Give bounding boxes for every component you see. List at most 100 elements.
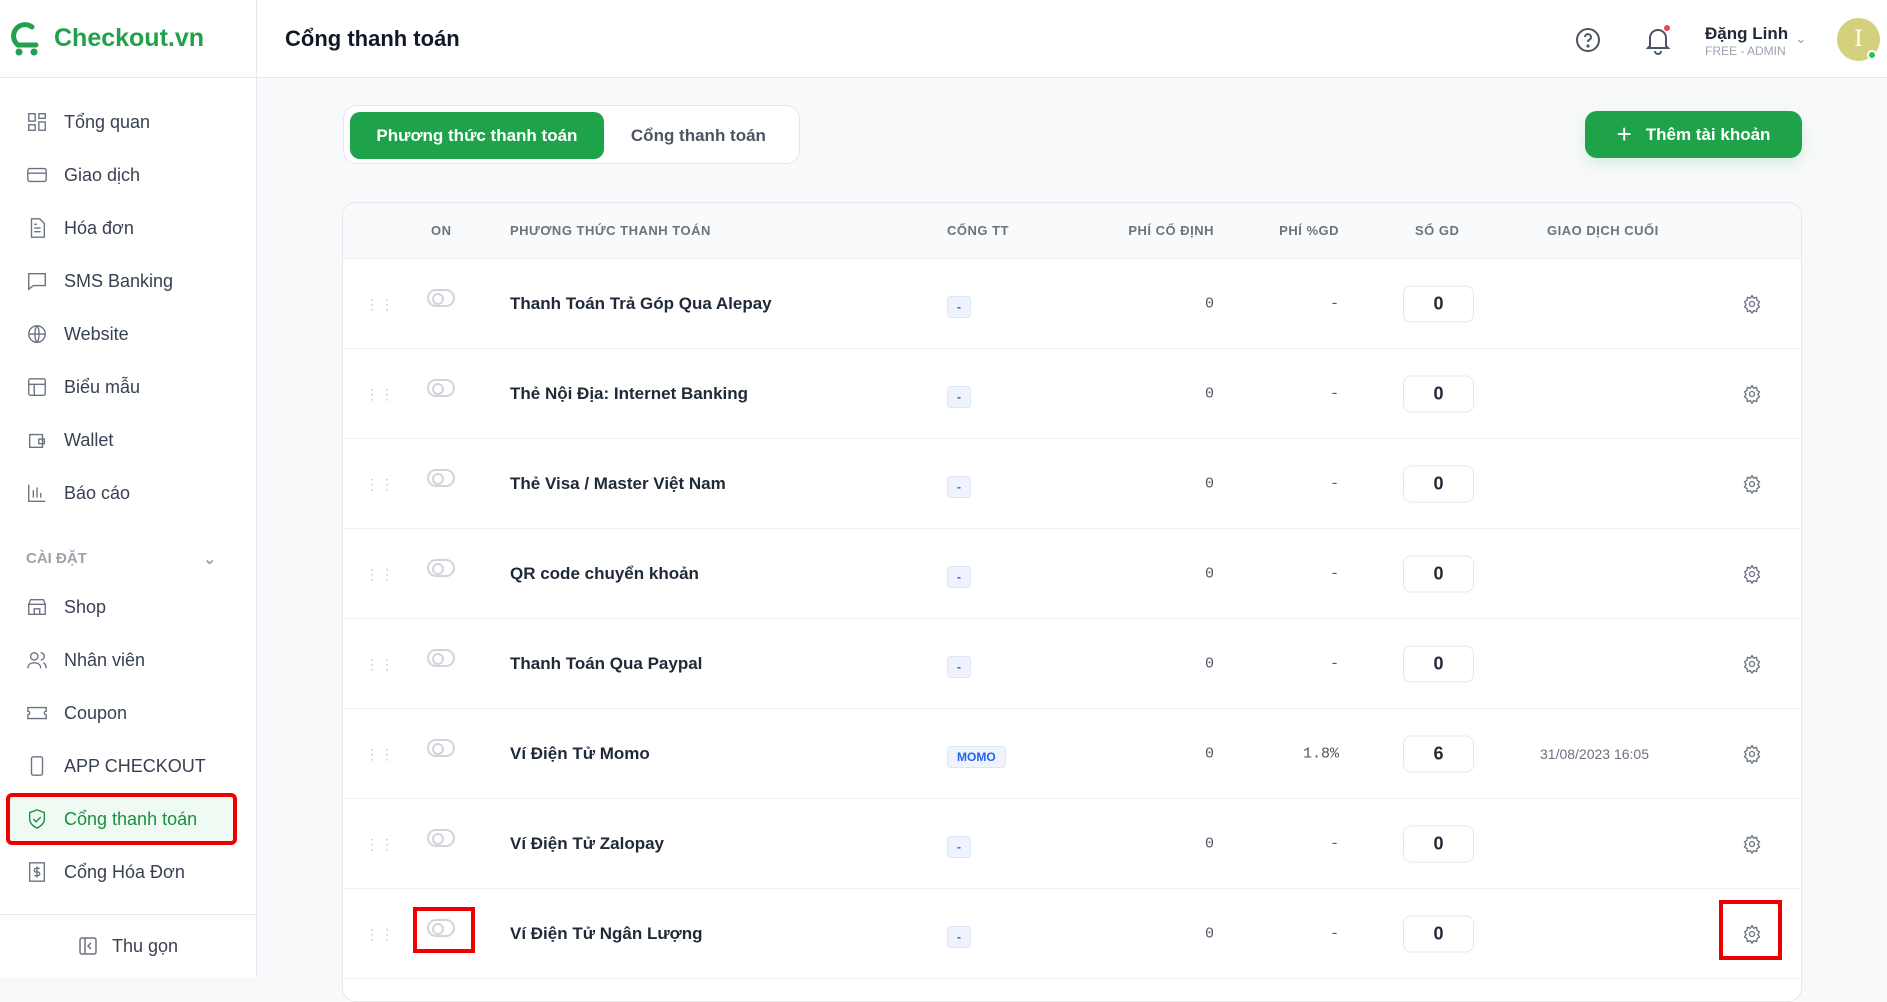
transaction-count: 0 [1403, 465, 1474, 502]
enable-toggle[interactable] [427, 558, 455, 577]
sidebar-collapse-icon [79, 937, 97, 955]
settings-gear-icon[interactable] [1742, 653, 1762, 674]
sidebar-item-nhan-vien[interactable]: Nhân viên [8, 636, 235, 684]
sidebar-item-cong-hoa-don[interactable]: Cổng Hóa Đơn [8, 848, 235, 896]
settings-section-header[interactable]: CÀI ĐẶT ⌄ [26, 550, 216, 568]
table-row: ⋮⋮ Ví Điện Tử Zalopay - 0 - 0 [343, 799, 1801, 889]
percent-fee: - [1329, 295, 1339, 312]
settings-gear-icon[interactable] [1742, 563, 1762, 584]
enable-toggle[interactable] [427, 468, 455, 487]
method-name: Ví Điện Tử Momo [510, 743, 650, 763]
sidebar-item-website[interactable]: Website [8, 310, 235, 358]
method-name: Ví Điện Tử Zalopay [510, 833, 665, 853]
receipt-dollar-icon [28, 862, 46, 882]
drag-handle-icon[interactable]: ⋮⋮ [365, 475, 395, 492]
percent-fee: - [1329, 565, 1339, 582]
notification-bell-icon[interactable] [1645, 25, 1671, 55]
tab-payment-gateways[interactable]: Cổng thanh toán [630, 125, 766, 145]
chevron-down-icon[interactable]: ⌄ [1795, 30, 1807, 46]
sidebar-item-label: Báo cáo [64, 482, 131, 503]
settings-gear-icon[interactable] [1742, 923, 1762, 944]
transaction-count: 6 [1403, 735, 1474, 772]
sidebar-item-label: Cổng Hóa Đơn [64, 861, 185, 882]
sidebar-item-bao-cao[interactable]: Báo cáo [8, 469, 235, 517]
sidebar-item-shop[interactable]: Shop [8, 583, 235, 631]
col-on: ON [431, 223, 452, 238]
sidebar-item-coupon[interactable]: Coupon [8, 689, 235, 737]
transaction-count: 0 [1403, 555, 1474, 592]
sidebar-item-label: Coupon [64, 702, 128, 723]
collapse-button[interactable]: Thu gọn [0, 914, 256, 977]
sidebar-item-app-checkout[interactable]: APP CHECKOUT [8, 742, 235, 790]
fixed-fee: 0 [1204, 565, 1214, 582]
settings-gear-icon[interactable] [1742, 383, 1762, 404]
sidebar-item-label: SMS Banking [64, 270, 174, 291]
gateway-badge: - [947, 385, 971, 408]
drag-handle-icon[interactable]: ⋮⋮ [365, 925, 395, 942]
settings-gear-icon[interactable] [1742, 833, 1762, 854]
tab-payment-methods[interactable]: Phương thức thanh toán [350, 112, 604, 159]
enable-toggle[interactable] [427, 648, 455, 667]
credit-card-icon [27, 167, 47, 183]
layout-icon [28, 378, 46, 396]
sidebar-item-giao-dich[interactable]: Giao dịch [8, 151, 235, 199]
settings-gear-icon[interactable] [1742, 473, 1762, 494]
enable-toggle[interactable] [427, 738, 455, 757]
col-method: PHƯƠNG THỨC THANH TOÁN [510, 223, 711, 238]
section-label: CÀI ĐẶT [26, 550, 87, 567]
chevron-down-icon: ⌄ [203, 551, 216, 568]
percent-fee: - [1329, 835, 1339, 852]
bar-chart-icon [28, 484, 46, 502]
transaction-count: 0 [1403, 915, 1474, 952]
user-name: Đặng Linh [1705, 24, 1789, 43]
sidebar-item-bieu-mau[interactable]: Biểu mẫu [8, 363, 235, 411]
grid-icon [28, 113, 46, 131]
sidebar-item-wallet[interactable]: Wallet [8, 416, 235, 464]
method-name: Thẻ Nội Địa: Internet Banking [510, 383, 749, 403]
fixed-fee: 0 [1204, 655, 1214, 672]
sidebar-item-tong-quan[interactable]: Tổng quan [8, 98, 235, 146]
settings-gear-icon[interactable] [1742, 293, 1762, 314]
ticket-icon [27, 706, 47, 720]
sidebar-item-sms-banking[interactable]: SMS Banking [8, 257, 235, 305]
add-account-button[interactable]: + Thêm tài khoản [1585, 111, 1802, 158]
gateway-badge: - [947, 565, 971, 588]
sidebar-item-label: Wallet [64, 429, 114, 450]
message-icon [28, 272, 46, 291]
drag-handle-icon[interactable]: ⋮⋮ [365, 385, 395, 402]
drag-handle-icon[interactable]: ⋮⋮ [365, 745, 395, 762]
sidebar-item-label: Cổng thanh toán [64, 808, 198, 829]
col-count: SỐ GD [1415, 223, 1460, 238]
payment-methods-table: ON PHƯƠNG THỨC THANH TOÁN CỔNG TT PHÍ CỐ… [342, 202, 1802, 1002]
enable-toggle[interactable] [427, 288, 455, 307]
sidebar: Checkout.vn Tổng quan Giao dịch Hóa đơn SMS… [0, 0, 257, 977]
sidebar-item-label: Shop [64, 596, 107, 617]
col-percent-fee: PHÍ %GD [1279, 223, 1339, 238]
method-name: Ví Điện Tử Ngân Lượng [510, 923, 703, 943]
enable-toggle[interactable] [427, 378, 455, 397]
help-icon[interactable] [1575, 27, 1601, 53]
drag-handle-icon[interactable]: ⋮⋮ [365, 655, 395, 672]
wallet-icon [28, 433, 46, 449]
drag-handle-icon[interactable]: ⋮⋮ [365, 835, 395, 852]
enable-toggle[interactable] [427, 918, 455, 937]
percent-fee: - [1329, 475, 1339, 492]
drag-handle-icon[interactable]: ⋮⋮ [365, 565, 395, 582]
highlight-settings [1719, 900, 1782, 960]
sidebar-item-label: Nhân viên [64, 649, 146, 670]
sidebar-item-label: Tổng quan [64, 111, 151, 132]
fixed-fee: 0 [1204, 475, 1214, 492]
table-row: ⋮⋮ Thanh Toán Qua Paypal - 0 - 0 [343, 619, 1801, 709]
settings-gear-icon[interactable] [1742, 743, 1762, 764]
drag-handle-icon[interactable]: ⋮⋮ [365, 295, 395, 312]
enable-toggle[interactable] [427, 828, 455, 847]
sidebar-item-hoa-don[interactable]: Hóa đơn [8, 204, 235, 252]
notification-dot [1664, 25, 1670, 31]
document-icon [30, 218, 46, 238]
logo[interactable]: Checkout.vn [0, 0, 256, 78]
user-menu[interactable]: Đặng Linh FREE - ADMIN [1705, 24, 1788, 58]
transaction-count: 0 [1403, 825, 1474, 862]
sidebar-item-label: Hóa đơn [64, 217, 134, 238]
gateway-badge: - [947, 295, 971, 318]
sidebar-item-cong-thanh-toan[interactable]: Cổng thanh toán [6, 793, 237, 845]
